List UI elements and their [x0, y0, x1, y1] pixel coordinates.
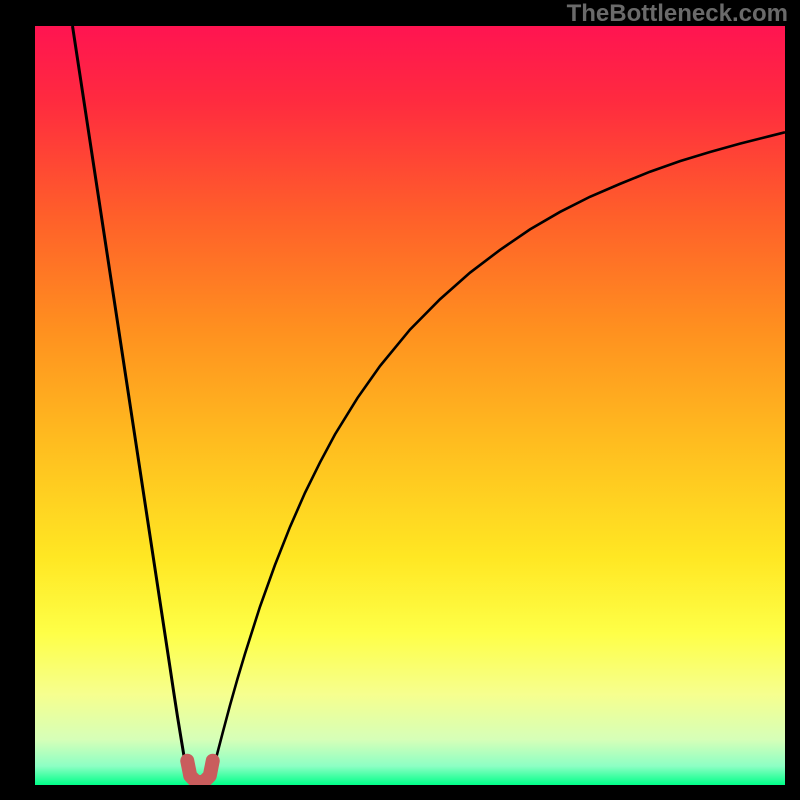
watermark-text: TheBottleneck.com — [567, 0, 788, 28]
chart-background-gradient — [35, 26, 785, 785]
bottleneck-chart — [0, 0, 800, 800]
chart-frame: TheBottleneck.com — [0, 0, 800, 800]
